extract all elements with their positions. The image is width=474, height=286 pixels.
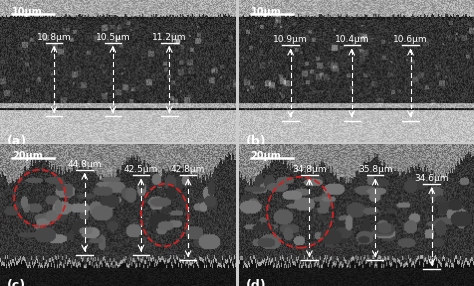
Text: 20μm: 20μm xyxy=(251,151,282,161)
Text: 42.5μm: 42.5μm xyxy=(124,165,158,174)
Text: 10μm: 10μm xyxy=(251,7,282,17)
Text: 10.9μm: 10.9μm xyxy=(273,35,308,44)
Text: 34.6μm: 34.6μm xyxy=(414,174,449,183)
Text: 10μm: 10μm xyxy=(12,7,43,17)
Text: 10.8μm: 10.8μm xyxy=(37,33,72,42)
Text: 44.8μm: 44.8μm xyxy=(67,160,102,169)
Text: 42.8μm: 42.8μm xyxy=(171,165,205,174)
Text: 34.8μm: 34.8μm xyxy=(292,165,327,174)
Text: 35.8μm: 35.8μm xyxy=(358,165,392,174)
Text: 11.2μm: 11.2μm xyxy=(152,33,187,42)
Text: (d): (d) xyxy=(246,279,266,286)
Text: (b): (b) xyxy=(246,135,266,148)
Text: 10.6μm: 10.6μm xyxy=(393,35,428,44)
Text: 20μm: 20μm xyxy=(12,151,43,161)
Text: 10.5μm: 10.5μm xyxy=(96,33,130,42)
Text: (c): (c) xyxy=(7,279,26,286)
Text: (a): (a) xyxy=(7,135,27,148)
Text: 10.4μm: 10.4μm xyxy=(335,35,369,44)
